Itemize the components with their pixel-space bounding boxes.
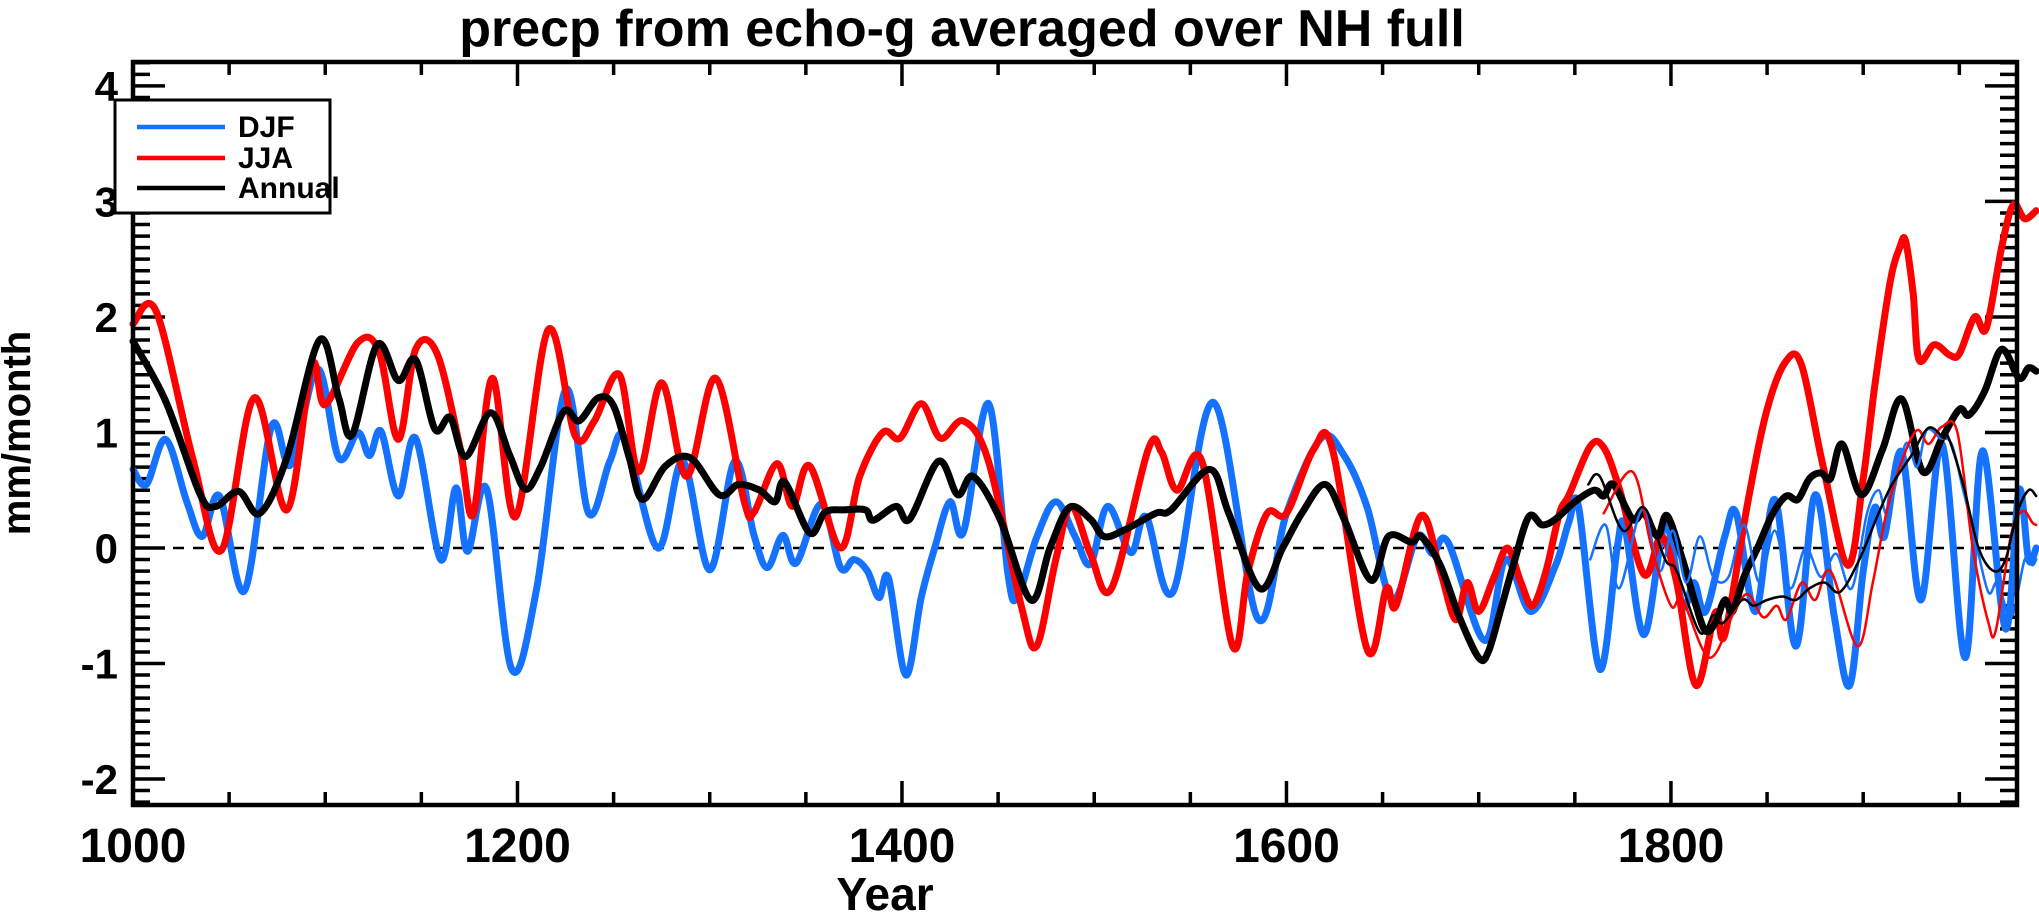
y-tick-label: 3 xyxy=(95,178,118,225)
x-tick-label: 1800 xyxy=(1618,820,1725,873)
plot-frame xyxy=(130,59,2020,808)
legend-item-djf-label: DJF xyxy=(238,111,295,144)
x-tick-label: 1200 xyxy=(464,820,571,873)
y-tick-label: 2 xyxy=(95,294,118,341)
series-line-annual xyxy=(129,335,2039,665)
data-series xyxy=(129,200,2039,690)
y-axis-title: mm/month xyxy=(0,331,39,535)
legend-item-annual-label: Annual xyxy=(238,172,340,205)
series-line-djf-thin- xyxy=(1588,427,2038,619)
y-tick-label: 0 xyxy=(95,525,118,572)
series-line-jja-thin- xyxy=(1602,419,2038,659)
legend-item-jja-label: JJA xyxy=(238,142,293,175)
y-tick-label: -2 xyxy=(81,756,118,803)
x-tick-label: 1000 xyxy=(80,820,187,873)
chart-title: precp from echo-g averaged over NH full xyxy=(459,0,1465,58)
legend: DJF JJA Annual xyxy=(113,98,340,215)
series-line-annual-thin- xyxy=(1587,426,2038,635)
x-axis-title: Year xyxy=(836,868,933,920)
x-tick-label: 1600 xyxy=(1233,820,1340,873)
x-tick-label: 1400 xyxy=(849,820,956,873)
y-tick-label: -1 xyxy=(81,640,118,687)
series-line-jja xyxy=(129,200,2039,689)
y-tick-label: 1 xyxy=(95,409,118,456)
